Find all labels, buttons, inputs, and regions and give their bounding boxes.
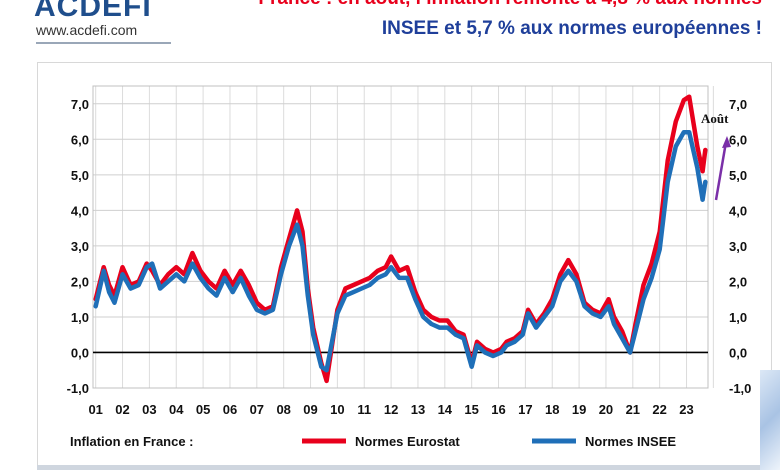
acdefi-logo: ACDEFI [34, 0, 152, 23]
y-tick-left-4: 3,0 [71, 239, 89, 254]
y-tick-left-1: 0,0 [71, 345, 89, 360]
y-tick-right-1: 0,0 [729, 345, 747, 360]
annotation-arrow [714, 141, 728, 201]
x-tick-12: 12 [384, 402, 398, 417]
y-tick-right-0: -1,0 [729, 381, 751, 396]
x-tick-15: 15 [464, 402, 478, 417]
y-tick-right-4: 3,0 [729, 239, 747, 254]
chart-title-line-2: INSEE et 5,7 % aux normes européennes ! [381, 18, 762, 39]
x-tick-05: 05 [196, 402, 210, 417]
y-tick-left-7: 6,0 [71, 132, 89, 147]
bottom-bar [37, 465, 770, 470]
x-tick-23: 23 [679, 402, 693, 417]
left-y-axis-ticks: -1,0 0,0 1,0 2,0 3,0 4,0 5,0 6,0 7,0 [67, 97, 89, 396]
chart-title-line-1: France : en août, l’inflation remonte à … [258, 0, 762, 10]
x-tick-10: 10 [330, 402, 344, 417]
x-tick-01: 01 [88, 402, 102, 417]
y-tick-right-3: 2,0 [729, 274, 747, 289]
annotation-arrowhead [722, 136, 731, 148]
chart-series [93, 94, 708, 384]
y-tick-right-2: 1,0 [729, 310, 747, 325]
y-tick-left-3: 2,0 [71, 274, 89, 289]
y-tick-left-6: 5,0 [71, 168, 89, 183]
x-tick-22: 22 [652, 402, 666, 417]
x-tick-14: 14 [438, 402, 453, 417]
series-line-insee [93, 129, 708, 373]
website-url: www.acdefi.com [36, 22, 138, 38]
x-tick-21: 21 [626, 402, 640, 417]
legend-eurostat-label: Normes Eurostat [355, 434, 460, 449]
x-tick-13: 13 [411, 402, 425, 417]
x-tick-04: 04 [169, 402, 184, 417]
x-tick-16: 16 [491, 402, 505, 417]
chart-grid [92, 85, 714, 389]
x-tick-06: 06 [223, 402, 237, 417]
y-tick-right-8: 7,0 [729, 97, 747, 112]
logo-underline [36, 42, 171, 44]
x-tick-18: 18 [545, 402, 559, 417]
plot-border [92, 85, 709, 389]
right-y-axis-ticks: -1,0 0,0 1,0 2,0 3,0 4,0 5,0 6,0 7,0 [729, 97, 751, 396]
x-tick-19: 19 [572, 402, 586, 417]
header: ACDEFI www.acdefi.com France : en août, … [0, 0, 780, 58]
x-tick-03: 03 [142, 402, 156, 417]
x-tick-20: 20 [599, 402, 613, 417]
corner-decoration [760, 370, 780, 470]
y-tick-right-5: 4,0 [729, 203, 747, 218]
legend-caption: Inflation en France : [70, 434, 194, 449]
legend-insee-label: Normes INSEE [585, 434, 676, 449]
y-tick-right-6: 5,0 [729, 168, 747, 183]
august-annotation: Août [701, 111, 729, 126]
y-tick-left-2: 1,0 [71, 310, 89, 325]
annotation-group: Août [701, 111, 731, 201]
y-tick-left-5: 4,0 [71, 203, 89, 218]
y-tick-left-8: 7,0 [71, 97, 89, 112]
x-tick-11: 11 [357, 402, 371, 417]
x-tick-07: 07 [250, 402, 264, 417]
x-tick-08: 08 [276, 402, 290, 417]
x-tick-09: 09 [303, 402, 317, 417]
y-tick-right-7: 6,0 [729, 132, 747, 147]
x-tick-17: 17 [518, 402, 532, 417]
x-axis-ticks: 01 02 03 04 05 06 07 08 09 10 11 12 13 14 15 16 17 18 19 20… [88, 402, 693, 417]
legend: Inflation en France : Normes Eurostat No… [70, 434, 676, 449]
y-tick-left-0: -1,0 [67, 381, 89, 396]
x-tick-02: 02 [115, 402, 129, 417]
